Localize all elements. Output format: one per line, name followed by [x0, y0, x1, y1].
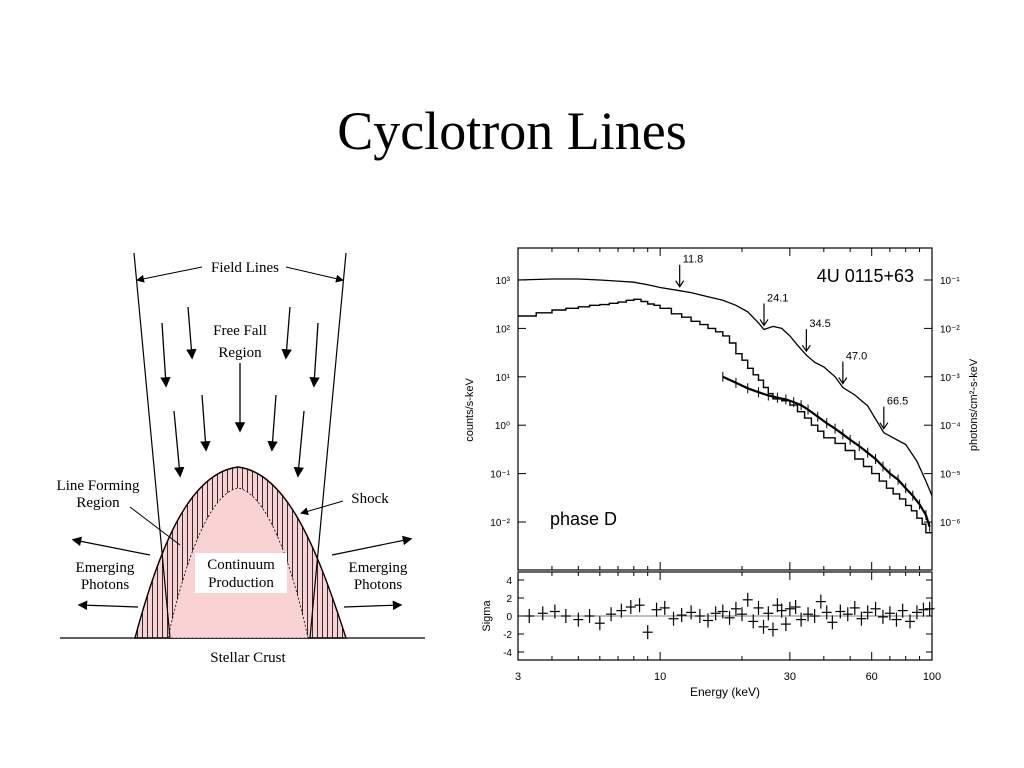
cyclotron-line-arrowhead [879, 422, 889, 430]
y-axis-label-left: counts/s-keV [464, 378, 476, 442]
field-lines-label: Field Lines [211, 260, 279, 276]
phase-annotation: phase D [550, 509, 617, 529]
x-tick-label: 30 [784, 671, 796, 683]
x-tick-label: 3 [515, 671, 521, 683]
y-tick-label-left: 10⁻² [490, 518, 510, 529]
continuum-box [195, 553, 287, 593]
cyclotron-line-arrowhead [675, 280, 685, 288]
line-forming-label-2: Region [76, 495, 120, 511]
y-tick-label-left: 10³ [496, 276, 511, 287]
residual-tick-label: 0 [506, 612, 512, 623]
y-tick-label-left: 10² [496, 324, 511, 335]
infall-arrows [160, 306, 320, 478]
y-axis-label-right: photons/cm²-s-keV [968, 358, 980, 451]
spectrum-panel [517, 247, 933, 571]
cyclotron-line-arrowhead [801, 344, 811, 353]
y-tick-label-left: 10⁰ [495, 421, 510, 432]
chart-title: 4U 0115+63 [817, 266, 914, 286]
residual-axis-label: Sigma [481, 600, 493, 632]
field-line-left [133, 252, 171, 639]
cyclotron-line-arrowhead [838, 377, 848, 385]
residual-tick-label: 4 [506, 576, 512, 587]
field-lines-arrow-right [285, 266, 344, 283]
spectrum-chart: 3 10 30 60 100 Energy (keV) 10³ 10⁻¹ 10² 10⁻² 10¹ 1… [464, 247, 980, 699]
residual-tick-label: -2 [503, 630, 512, 641]
counts-histogram-line [518, 298, 932, 534]
cyclotron-line-label: 11.8 [683, 254, 704, 266]
residual-tick-label: 2 [506, 594, 512, 605]
emerging-arrow-right-down [343, 600, 403, 611]
y-tick-label-left: 10¹ [496, 373, 511, 384]
accretion-column-diagram: Field Lines Free Fall Region Line Formin… [57, 252, 425, 666]
emerging-arrow-left-up [71, 536, 151, 556]
field-line-right [309, 252, 347, 639]
cyclotron-line-label: 66.5 [887, 396, 908, 408]
cyclotron-line-arrowhead [759, 319, 769, 327]
emerging-photons-left-2: Photons [81, 577, 130, 593]
stellar-crust-label: Stellar Crust [210, 650, 286, 666]
continuum-label-2: Production [208, 575, 274, 591]
cyclotron-line-label: 34.5 [809, 318, 830, 330]
field-lines-arrow-left [136, 266, 203, 283]
y-tick-label-right: 10⁻⁴ [940, 421, 961, 432]
x-tick-label: 60 [866, 671, 878, 683]
emerging-arrow-left-down [77, 600, 139, 611]
free-fall-label-2: Region [218, 345, 262, 361]
line-forming-label: Line Forming [57, 478, 140, 494]
residual-tick-label: -4 [503, 648, 512, 659]
line-forming-pointer [129, 506, 181, 546]
cyclotron-line-label: 24.1 [767, 292, 788, 304]
emerging-photons-left: Emerging [76, 560, 135, 576]
x-tick-label: 10 [654, 671, 666, 683]
x-axis-label: Energy (keV) [690, 685, 760, 699]
slide-title: Cyclotron Lines [337, 101, 687, 161]
y-tick-label-right: 10⁻⁵ [940, 470, 961, 481]
emerging-photons-right: Emerging [349, 560, 408, 576]
model-spectrum-line [517, 278, 933, 496]
continuum-label: Continuum [207, 557, 275, 573]
y-tick-label-right: 10⁻² [940, 324, 960, 335]
y-tick-label-right: 10⁻³ [940, 373, 960, 384]
shock-pointer [300, 500, 344, 516]
y-tick-label-left: 10⁻¹ [490, 470, 510, 481]
free-fall-label: Free Fall [213, 323, 267, 339]
y-tick-label-right: 10⁻¹ [940, 276, 960, 287]
data-errorbar-trace [722, 375, 931, 528]
x-tick-label: 100 [923, 671, 941, 683]
emerging-arrow-right-up [331, 535, 413, 556]
shock-label: Shock [351, 491, 389, 507]
cyclotron-line-label: 47.0 [846, 351, 867, 363]
y-tick-label-right: 10⁻⁶ [940, 518, 961, 529]
emerging-photons-right-2: Photons [354, 577, 403, 593]
